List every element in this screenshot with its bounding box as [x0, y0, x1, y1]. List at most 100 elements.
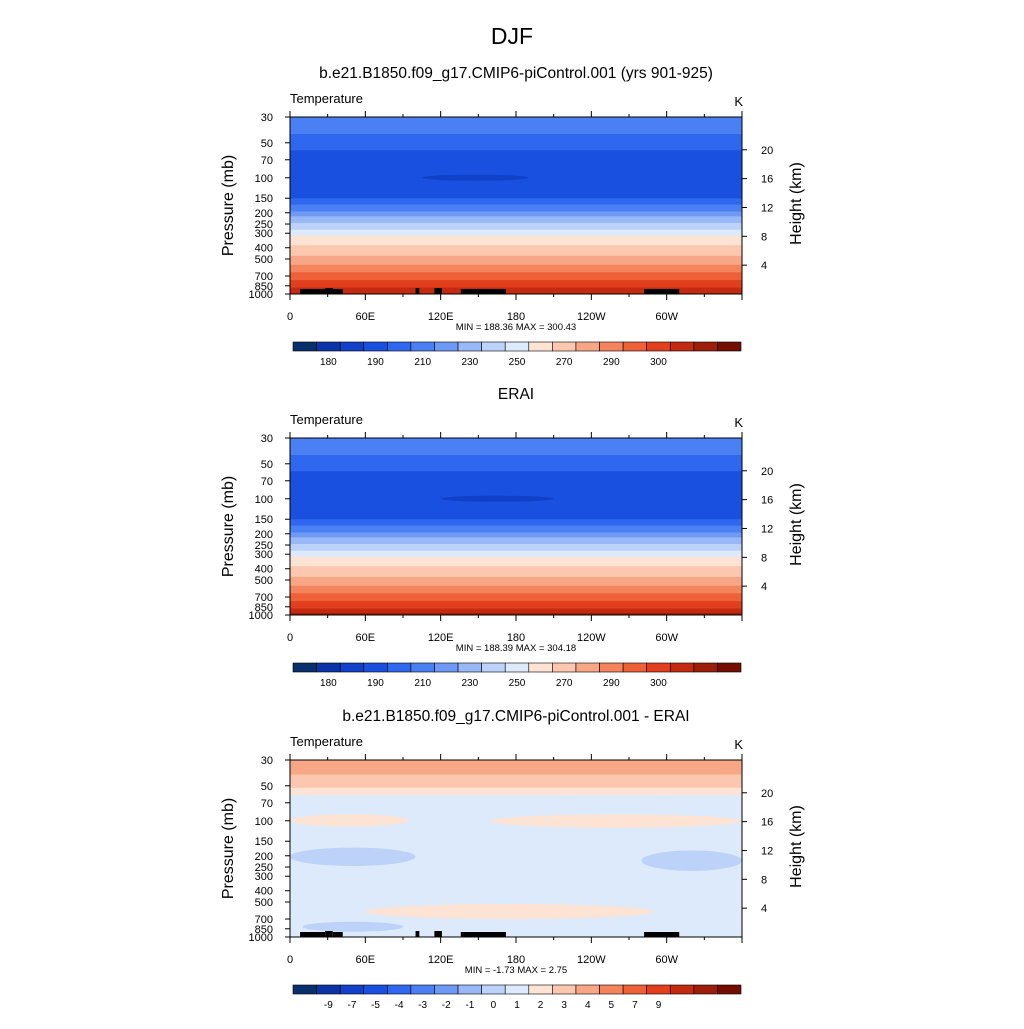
y-tick-label: 400: [255, 243, 273, 255]
contour-band: [290, 537, 742, 545]
colorbar-label: 290: [603, 678, 620, 689]
x-tick-label: 60E: [356, 954, 376, 966]
y2-tick-label: 12: [761, 523, 773, 535]
contour-band: [290, 245, 742, 257]
x-tick-label: 120E: [428, 954, 454, 966]
colorbar-label: 230: [461, 678, 478, 689]
panel-subtitle: b.e21.B1850.f09_g17.CMIP6-piControl.001 …: [342, 708, 689, 725]
contour-band: [290, 287, 742, 295]
x-tick-label: 120W: [577, 632, 606, 644]
contour-band: [290, 471, 742, 520]
panel-subtitle: ERAI: [498, 386, 534, 403]
y-tick-label: 50: [261, 781, 273, 793]
colorbar: 180 190 210 230 250 270 290 300: [292, 662, 742, 689]
topography-mask: [325, 931, 333, 937]
colorbar-box: [292, 984, 317, 995]
contour-band: [290, 525, 742, 533]
y2-tick-label: 16: [761, 174, 773, 186]
units-label: K: [734, 415, 743, 430]
y-axis-title: Pressure (mb): [220, 476, 237, 577]
figure-title: DJF: [491, 23, 533, 49]
colorbar-box: [410, 662, 435, 673]
colorbar-box: [599, 341, 624, 352]
colorbar-box: [552, 662, 577, 673]
y-tick-label: 400: [255, 564, 273, 576]
contour-band: [290, 544, 742, 552]
variable-label: Temperature: [290, 412, 363, 427]
y-tick-label: 50: [261, 459, 273, 471]
colorbar-box: [316, 984, 341, 995]
colorbar-label: 210: [414, 678, 431, 689]
x-tick-label: 60E: [356, 632, 376, 644]
colorbar-box: [528, 984, 553, 995]
y-tick-label: 200: [255, 529, 273, 541]
x-tick-label: 60W: [655, 632, 678, 644]
colorbar-label: 4: [585, 1000, 591, 1011]
topography-mask: [300, 289, 326, 294]
y2-tick-label: 4: [761, 581, 767, 593]
colorbar-box: [504, 984, 530, 995]
y-tick-label: 700: [255, 271, 273, 283]
colorbar-label: 230: [461, 357, 478, 368]
y-tick-label: 1000: [249, 289, 273, 301]
colorbar-label: -7: [347, 1000, 356, 1011]
colorbar: -9 -7 -5 -4 -3 -2 -1 0 1 2 3 4 5 7 9: [292, 984, 742, 1011]
y2-axis-title: Height (km): [788, 162, 805, 245]
y-tick-label: 1000: [249, 932, 273, 944]
y-axis-title: Pressure (mb): [220, 798, 237, 899]
colorbar-label: 300: [650, 678, 667, 689]
contour-band: [290, 272, 742, 281]
contour-band: [290, 235, 742, 246]
colorbar-box: [575, 341, 600, 352]
colorbar-box: [387, 984, 412, 995]
colorbar-label: 190: [367, 678, 384, 689]
units-label: K: [734, 94, 743, 109]
colorbar-label: 290: [603, 357, 620, 368]
contour-bands: [290, 760, 743, 938]
contour-band: [290, 264, 742, 273]
y-tick-label: 70: [261, 155, 273, 167]
contour-band: [290, 280, 742, 289]
panel-1: b.e21.B1850.f09_g17.CMIP6-piControl.001 …: [220, 65, 805, 368]
colorbar-box: [316, 341, 341, 352]
colorbar-label: -1: [465, 1000, 474, 1011]
colorbar-box: [622, 341, 647, 352]
contour-band: [290, 438, 742, 456]
colorbar-box: [552, 984, 577, 995]
topography-mask: [460, 932, 506, 937]
y2-tick-label: 4: [761, 260, 767, 272]
y-tick-label: 300: [255, 549, 273, 561]
contour-band: [290, 150, 742, 199]
contour-band: [290, 211, 742, 217]
colorbar-label: -2: [442, 1000, 451, 1011]
y-tick-label: 700: [255, 914, 273, 926]
y-axis-right: 20 16 12 8 4: [742, 145, 773, 272]
variable-label: Temperature: [290, 91, 363, 106]
colorbar-box: [504, 341, 530, 352]
contour-band: [290, 593, 742, 602]
colorbar-box: [622, 984, 647, 995]
y2-tick-label: 8: [761, 231, 767, 243]
topography-mask: [644, 289, 680, 294]
colorbar-label: 5: [609, 1000, 615, 1011]
y2-tick-label: 12: [761, 845, 773, 857]
contour-band: [290, 601, 742, 610]
colorbar: 180 190 210 230 250 270 290 300: [292, 341, 742, 368]
y-tick-label: 150: [255, 193, 273, 205]
colorbar-box: [457, 662, 482, 673]
contour-band: [290, 204, 742, 212]
contour-band: [290, 608, 742, 614]
y-tick-label: 1000: [249, 610, 273, 622]
colorbar-label: -3: [418, 1000, 427, 1011]
contour-band: [290, 229, 742, 237]
colorbar-box: [528, 341, 553, 352]
contour-bands: [290, 117, 742, 295]
colorbar-box: [646, 662, 671, 673]
y-axis-title: Pressure (mb): [220, 155, 237, 256]
colorbar-box: [316, 662, 341, 673]
y2-tick-label: 8: [761, 552, 767, 564]
contour-band: [290, 117, 742, 135]
min-max-stats: MIN = 188.39 MAX = 304.18: [456, 643, 576, 654]
